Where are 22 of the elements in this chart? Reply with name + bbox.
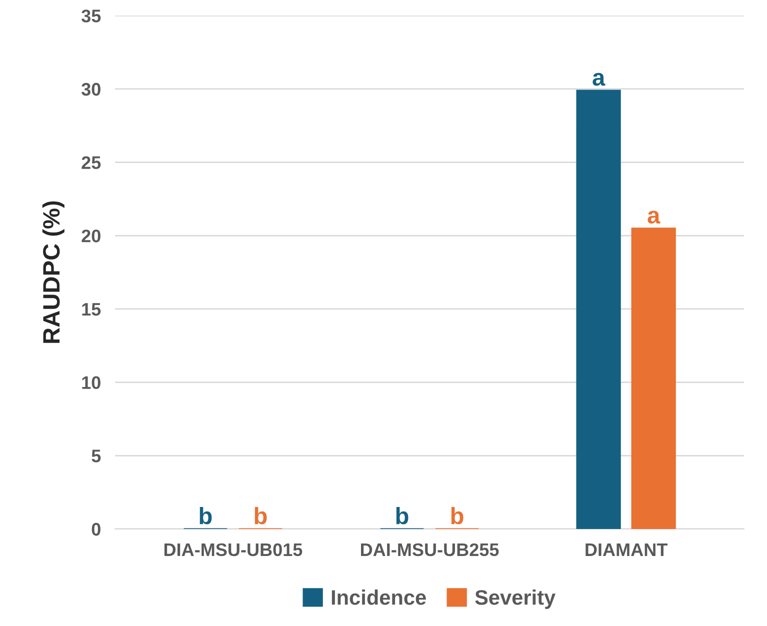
y-axis-title: RAUDPC (%) — [42, 201, 64, 343]
y-tick-label: 5 — [92, 450, 101, 462]
bar — [576, 90, 621, 529]
data-label: b — [254, 506, 267, 524]
y-tick-label: 20 — [82, 230, 100, 242]
y-tick-label: 35 — [81, 10, 101, 22]
x-tick-label: DIA-MSU-UB015 — [164, 543, 302, 556]
x-tick-label: DIAMANT — [586, 544, 668, 556]
y-tick-label: 25 — [82, 156, 101, 170]
data-label: b — [200, 506, 212, 524]
legend-label: Severity — [475, 590, 556, 609]
y-tick-label: 30 — [81, 82, 100, 96]
data-label: b — [451, 506, 464, 524]
y-tick-label: 10 — [82, 376, 100, 390]
y-tick-label: 15 — [82, 303, 101, 316]
bar — [631, 228, 676, 529]
data-label: a — [592, 72, 606, 86]
data-label: a — [648, 210, 660, 224]
legend-label: Incidence — [332, 590, 426, 605]
x-tick-label: DAI-MSU-UB255 — [361, 543, 499, 556]
y-tick-label: 0 — [92, 522, 100, 536]
data-label: b — [396, 506, 408, 524]
